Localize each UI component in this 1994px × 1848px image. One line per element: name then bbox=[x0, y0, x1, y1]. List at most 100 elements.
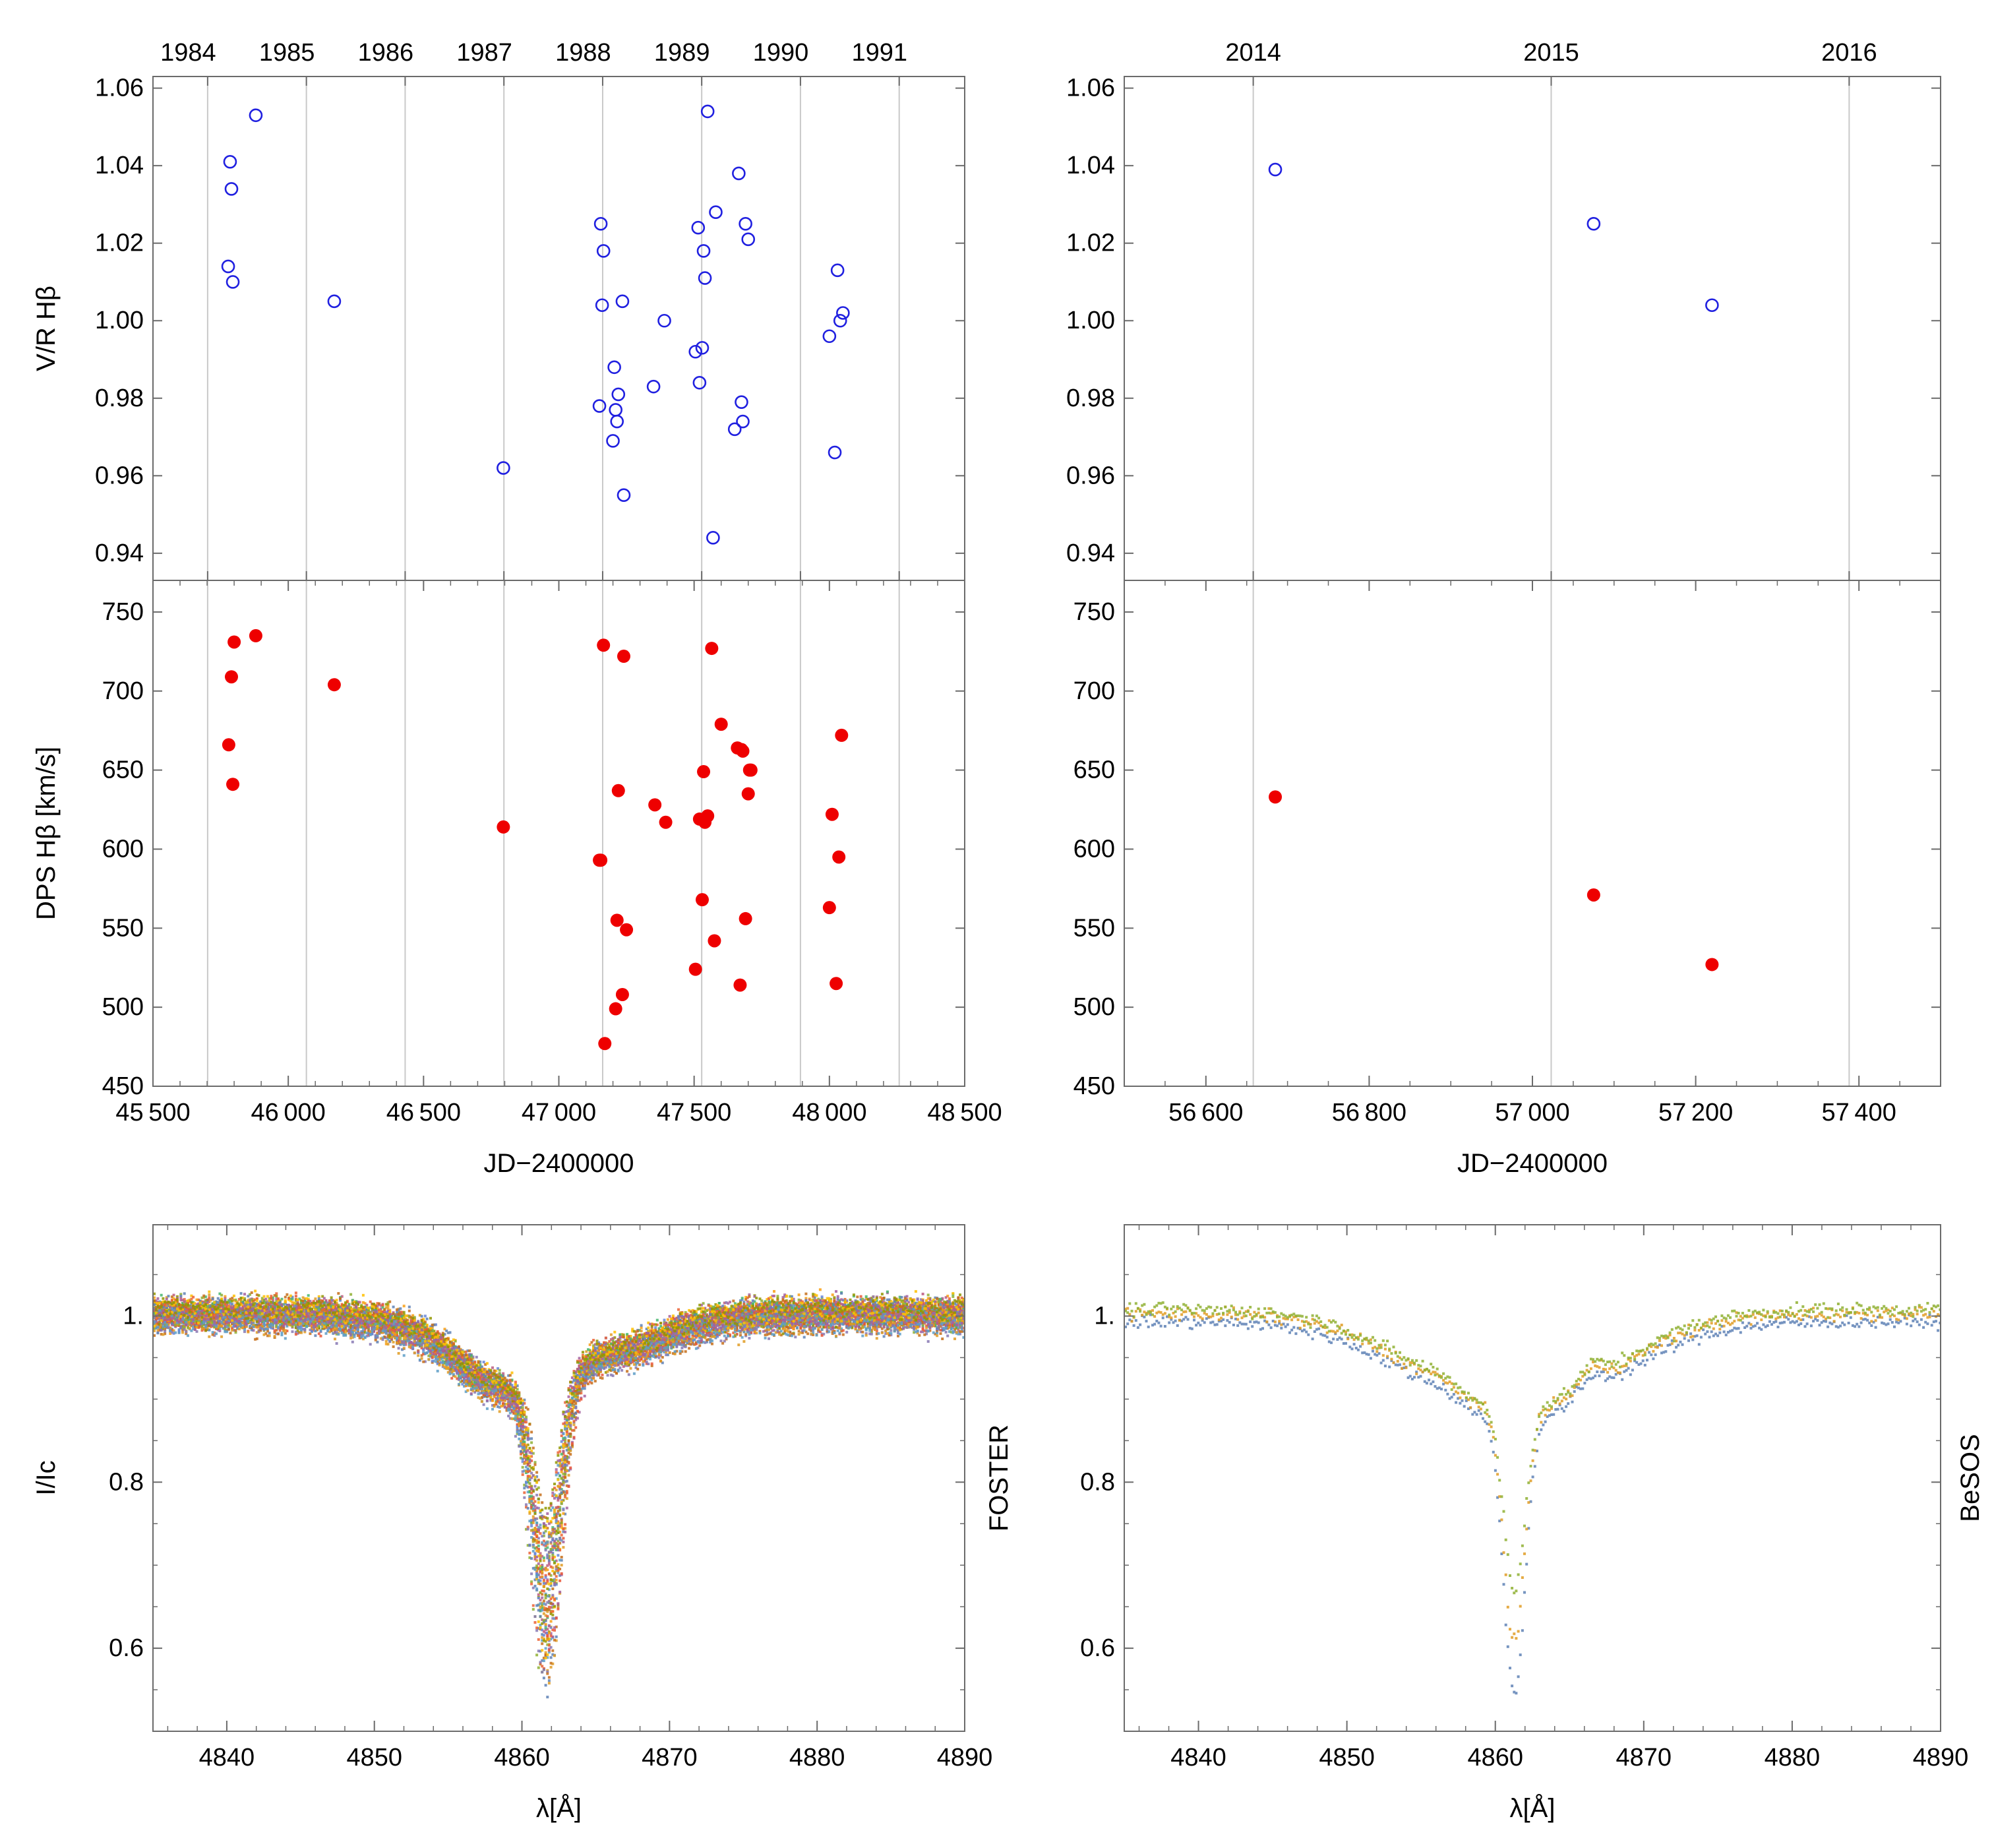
profile_besos-spectra bbox=[1124, 1301, 1941, 1695]
dps_foster-point bbox=[708, 934, 721, 948]
vr_foster-year-label: 1989 bbox=[654, 39, 710, 67]
vr_foster-point bbox=[688, 344, 703, 359]
dps_foster-point bbox=[497, 820, 510, 834]
dps_foster-ytick-label: 750 bbox=[102, 598, 144, 626]
vr_besos-point bbox=[1705, 298, 1719, 313]
vr_foster-point bbox=[836, 306, 850, 320]
vr_foster-point bbox=[226, 275, 240, 289]
side-label-foster: FOSTER bbox=[984, 1425, 1013, 1531]
vr_foster-year-label: 1991 bbox=[851, 39, 907, 67]
vr_foster-year-label: 1990 bbox=[753, 39, 809, 67]
profile_besos-xtick-label: 4850 bbox=[1319, 1744, 1375, 1771]
dps_foster-xtick-label: 48 500 bbox=[927, 1099, 1002, 1126]
vr_foster-point bbox=[596, 244, 611, 258]
profile_besos-spectrum bbox=[1124, 1305, 1941, 1640]
vr_foster-point bbox=[593, 217, 608, 231]
dps_foster-xtick-label: 45 500 bbox=[115, 1099, 190, 1126]
vr_foster-point bbox=[833, 313, 847, 328]
vr_foster-point bbox=[615, 294, 630, 309]
vr_foster-point bbox=[741, 232, 756, 247]
vr_foster-ytick-label: 1.04 bbox=[95, 152, 144, 179]
profile_foster-spectrum bbox=[153, 1293, 965, 1643]
dps_foster-point bbox=[832, 850, 846, 864]
profile_foster-spectrum bbox=[153, 1303, 965, 1612]
dps_besos-ytick-label: 550 bbox=[1073, 914, 1115, 942]
profile_foster-xtick-label: 4880 bbox=[789, 1744, 845, 1771]
profile_besos-xtick-label: 4880 bbox=[1765, 1744, 1821, 1771]
dps_foster-ytick-label: 450 bbox=[102, 1072, 144, 1100]
dps_besos-xtick-label: 56 600 bbox=[1168, 1099, 1243, 1126]
profile_foster-spectra bbox=[153, 1288, 965, 1699]
vr_foster-ytick-label: 0.96 bbox=[95, 462, 144, 489]
profile_besos-spectrum bbox=[1124, 1312, 1941, 1695]
side-label-besos: BeSOS bbox=[1956, 1434, 1985, 1522]
vr_foster-point bbox=[732, 166, 746, 181]
dps_besos-ytick-label: 500 bbox=[1073, 993, 1115, 1021]
vr_foster-point bbox=[223, 154, 237, 169]
profile_foster-spectrum bbox=[153, 1292, 965, 1528]
dps_foster-point bbox=[739, 911, 752, 925]
dps_besos-point bbox=[1269, 790, 1283, 804]
vr_foster-ytick-label: 1.00 bbox=[95, 307, 144, 334]
vr_foster-ylabel: V/R Hβ bbox=[32, 286, 61, 371]
vr_foster-year-label: 1987 bbox=[456, 39, 512, 67]
dps_foster-ylabel: DPS Hβ [km/s] bbox=[32, 747, 61, 920]
vr_foster-ytick-label: 0.94 bbox=[95, 539, 144, 567]
vr_besos-ytick-label: 0.96 bbox=[1066, 462, 1115, 489]
profile_besos-spectrum bbox=[1124, 1301, 1941, 1595]
profile_besos-xtick-label: 4860 bbox=[1467, 1744, 1523, 1771]
dps_besos-ytick-label: 600 bbox=[1073, 835, 1115, 863]
dps_foster-point bbox=[688, 962, 702, 976]
profile_foster-spectrum bbox=[153, 1293, 965, 1617]
profile_foster-xtick-label: 4850 bbox=[346, 1744, 402, 1771]
vr_foster-ytick-label: 1.02 bbox=[95, 230, 144, 257]
dps_foster-point bbox=[714, 718, 728, 731]
profile_foster-spectrum bbox=[153, 1298, 965, 1571]
dps_foster-xtick-label: 47 000 bbox=[522, 1099, 596, 1126]
vr_besos-ytick-label: 1.02 bbox=[1066, 230, 1115, 257]
dps_foster-ytick-label: 500 bbox=[102, 993, 144, 1021]
dps_foster-point bbox=[701, 809, 715, 823]
vr_foster-point bbox=[696, 244, 711, 258]
vr_foster-point bbox=[727, 422, 742, 437]
vr_foster-point bbox=[221, 259, 235, 274]
dps_foster-point bbox=[659, 815, 673, 829]
vr_besos-ytick-label: 1.06 bbox=[1066, 75, 1115, 102]
dps_foster-ytick-label: 650 bbox=[102, 756, 144, 784]
vr_foster-point bbox=[617, 488, 631, 503]
dps_besos-xtick-label: 56 800 bbox=[1332, 1099, 1406, 1126]
dps_foster-point bbox=[825, 807, 839, 821]
vr_besos-point bbox=[1586, 217, 1601, 231]
dps_foster-xtick-label: 46 500 bbox=[386, 1099, 461, 1126]
dps_foster-point bbox=[611, 784, 625, 797]
vr_foster-point bbox=[706, 531, 720, 545]
dps_besos-xlabel: JD−2400000 bbox=[1457, 1149, 1608, 1178]
profile_foster-xtick-label: 4840 bbox=[199, 1744, 255, 1771]
dps_foster-xtick-label: 46 000 bbox=[251, 1099, 326, 1126]
dps_foster-xtick-label: 48 000 bbox=[792, 1099, 866, 1126]
dps_foster-point bbox=[597, 638, 611, 652]
dps_foster-point bbox=[615, 987, 629, 1001]
dps_foster-point bbox=[609, 1002, 622, 1016]
dps_foster-point bbox=[226, 778, 240, 791]
vr_besos-point bbox=[1268, 162, 1283, 177]
profile_foster-spectrum bbox=[153, 1304, 965, 1558]
profile_besos-ytick-label: 0.8 bbox=[1080, 1468, 1115, 1496]
vr_foster-point bbox=[657, 313, 671, 328]
vr_foster-point bbox=[606, 434, 620, 448]
profile_foster-spectrum bbox=[153, 1295, 965, 1652]
dps_foster-ytick-label: 700 bbox=[102, 677, 144, 705]
dps_foster-point bbox=[695, 893, 709, 907]
dps_foster-point bbox=[617, 650, 630, 663]
vr_foster-point bbox=[249, 108, 263, 123]
profile_besos-xtick-label: 4870 bbox=[1616, 1744, 1672, 1771]
dps_besos-point bbox=[1705, 958, 1719, 971]
profile_foster-ytick-label: 1. bbox=[123, 1302, 144, 1330]
dps_foster-point bbox=[830, 977, 843, 991]
profile_foster-ytick-label: 0.6 bbox=[109, 1634, 144, 1662]
vr_foster-point bbox=[695, 341, 710, 355]
dps_foster-point bbox=[835, 728, 849, 742]
profile_besos-xlabel: λ[Å] bbox=[1510, 1793, 1556, 1823]
dps_foster-point bbox=[744, 763, 758, 777]
